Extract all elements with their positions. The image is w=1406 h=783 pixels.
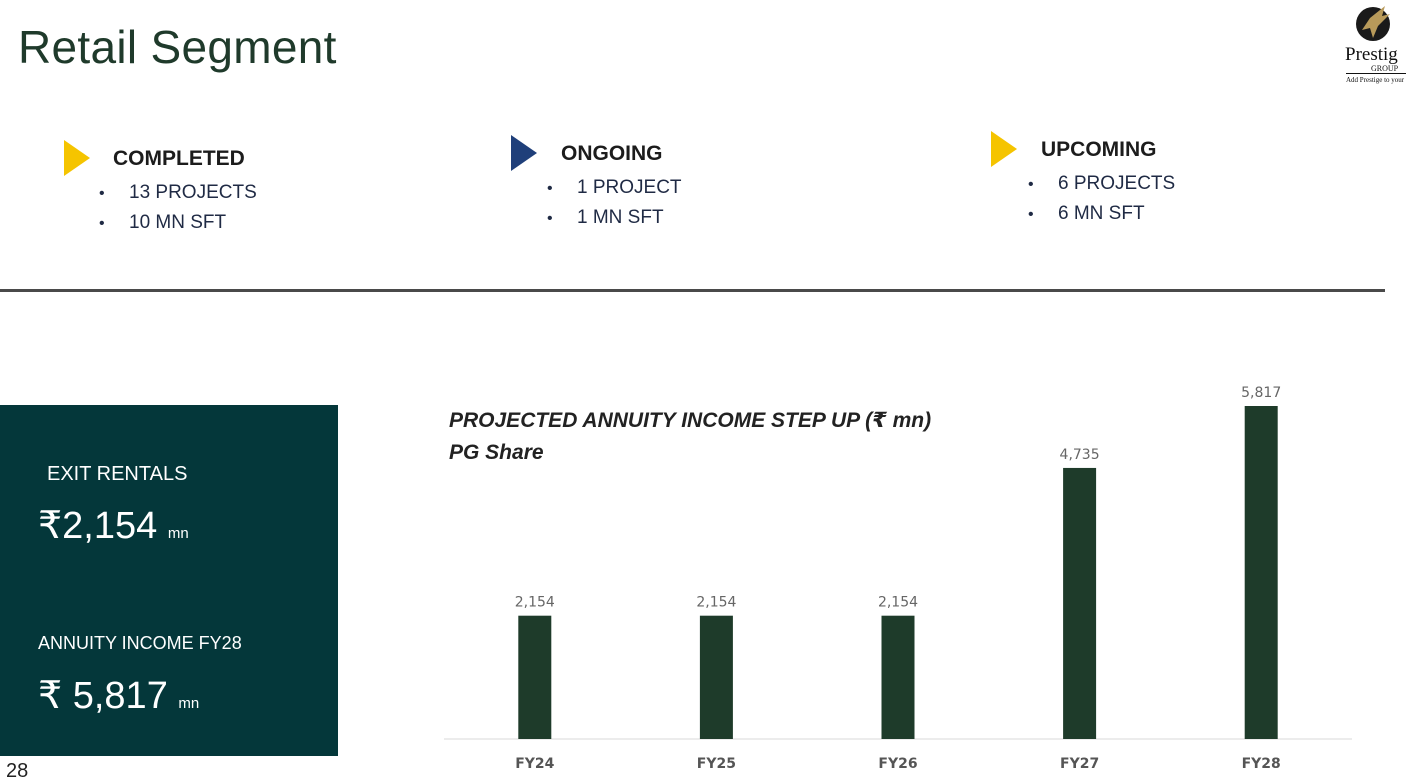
- list-item: • 13 PROJECTS: [99, 182, 257, 203]
- yellow-arrow-icon: [991, 131, 1017, 167]
- list-item: • 6 PROJECTS: [1028, 173, 1176, 194]
- chart-title: PROJECTED ANNUITY INCOME STEP UP (₹ mn): [449, 409, 932, 432]
- annuity-income-unit: mn: [178, 695, 200, 712]
- logo-emblem: [1356, 6, 1390, 41]
- chart-subtitle: PG Share: [449, 441, 544, 464]
- x-tick-label: FY25: [697, 756, 736, 772]
- x-tick-label: FY26: [878, 756, 917, 772]
- x-tick-label: FY28: [1242, 756, 1281, 772]
- logo-group-text: GROUP: [1371, 64, 1399, 73]
- bar-fy25: [699, 615, 733, 739]
- list-item: • 1 MN SFT: [547, 207, 664, 228]
- bar-fy26: [881, 615, 915, 739]
- data-label: 2,154: [696, 595, 736, 611]
- summary-panel: EXIT RENTALS ₹2,154 mn ANNUITY INCOME FY…: [0, 405, 338, 756]
- chart-title-block: PROJECTED ANNUITY INCOME STEP UP (₹ mn) …: [449, 405, 931, 469]
- list-item: • 10 MN SFT: [99, 212, 227, 233]
- segment-list: • 13 PROJECTS • 10 MN SFT: [99, 178, 257, 238]
- x-tick-label: FY27: [1060, 756, 1099, 772]
- page-title: Retail Segment: [18, 21, 337, 73]
- segment-title: UPCOMING: [1041, 138, 1157, 161]
- bar-fy27: [1063, 467, 1097, 739]
- logo-rule: [1346, 73, 1406, 74]
- segment-list: • 6 PROJECTS • 6 MN SFT: [1028, 169, 1175, 229]
- list-item: • 6 MN SFT: [1028, 203, 1145, 224]
- annuity-income-value: ₹ 5,817 mn: [38, 675, 200, 717]
- exit-rentals-value: ₹2,154 mn: [38, 505, 189, 547]
- exit-rentals-label: EXIT RENTALS: [47, 463, 188, 485]
- list-item: • 1 PROJECT: [547, 177, 682, 198]
- x-tick-label: FY24: [515, 756, 554, 772]
- logo-tagline: Add Prestige to your: [1346, 76, 1405, 84]
- segment-list: • 1 PROJECT • 1 MN SFT: [547, 173, 682, 233]
- annuity-income-label: ANNUITY INCOME FY28: [38, 633, 242, 653]
- bar-fy28: [1244, 406, 1278, 739]
- company-logo: Prestig GROUP Add Prestige to your: [1340, 0, 1406, 92]
- blue-arrow-icon: [511, 135, 537, 171]
- logo-wordmark: Prestig: [1345, 44, 1398, 65]
- data-label: 2,154: [878, 595, 918, 611]
- exit-rentals-unit: mn: [167, 525, 189, 542]
- data-label: 4,735: [1060, 447, 1100, 463]
- section-divider: [0, 289, 1385, 292]
- data-label: 5,817: [1241, 385, 1281, 401]
- bar-fy24: [518, 615, 552, 739]
- data-label: 2,154: [515, 595, 555, 611]
- segment-title: ONGOING: [561, 142, 663, 165]
- segment-title: COMPLETED: [113, 147, 245, 170]
- yellow-arrow-icon: [64, 140, 90, 176]
